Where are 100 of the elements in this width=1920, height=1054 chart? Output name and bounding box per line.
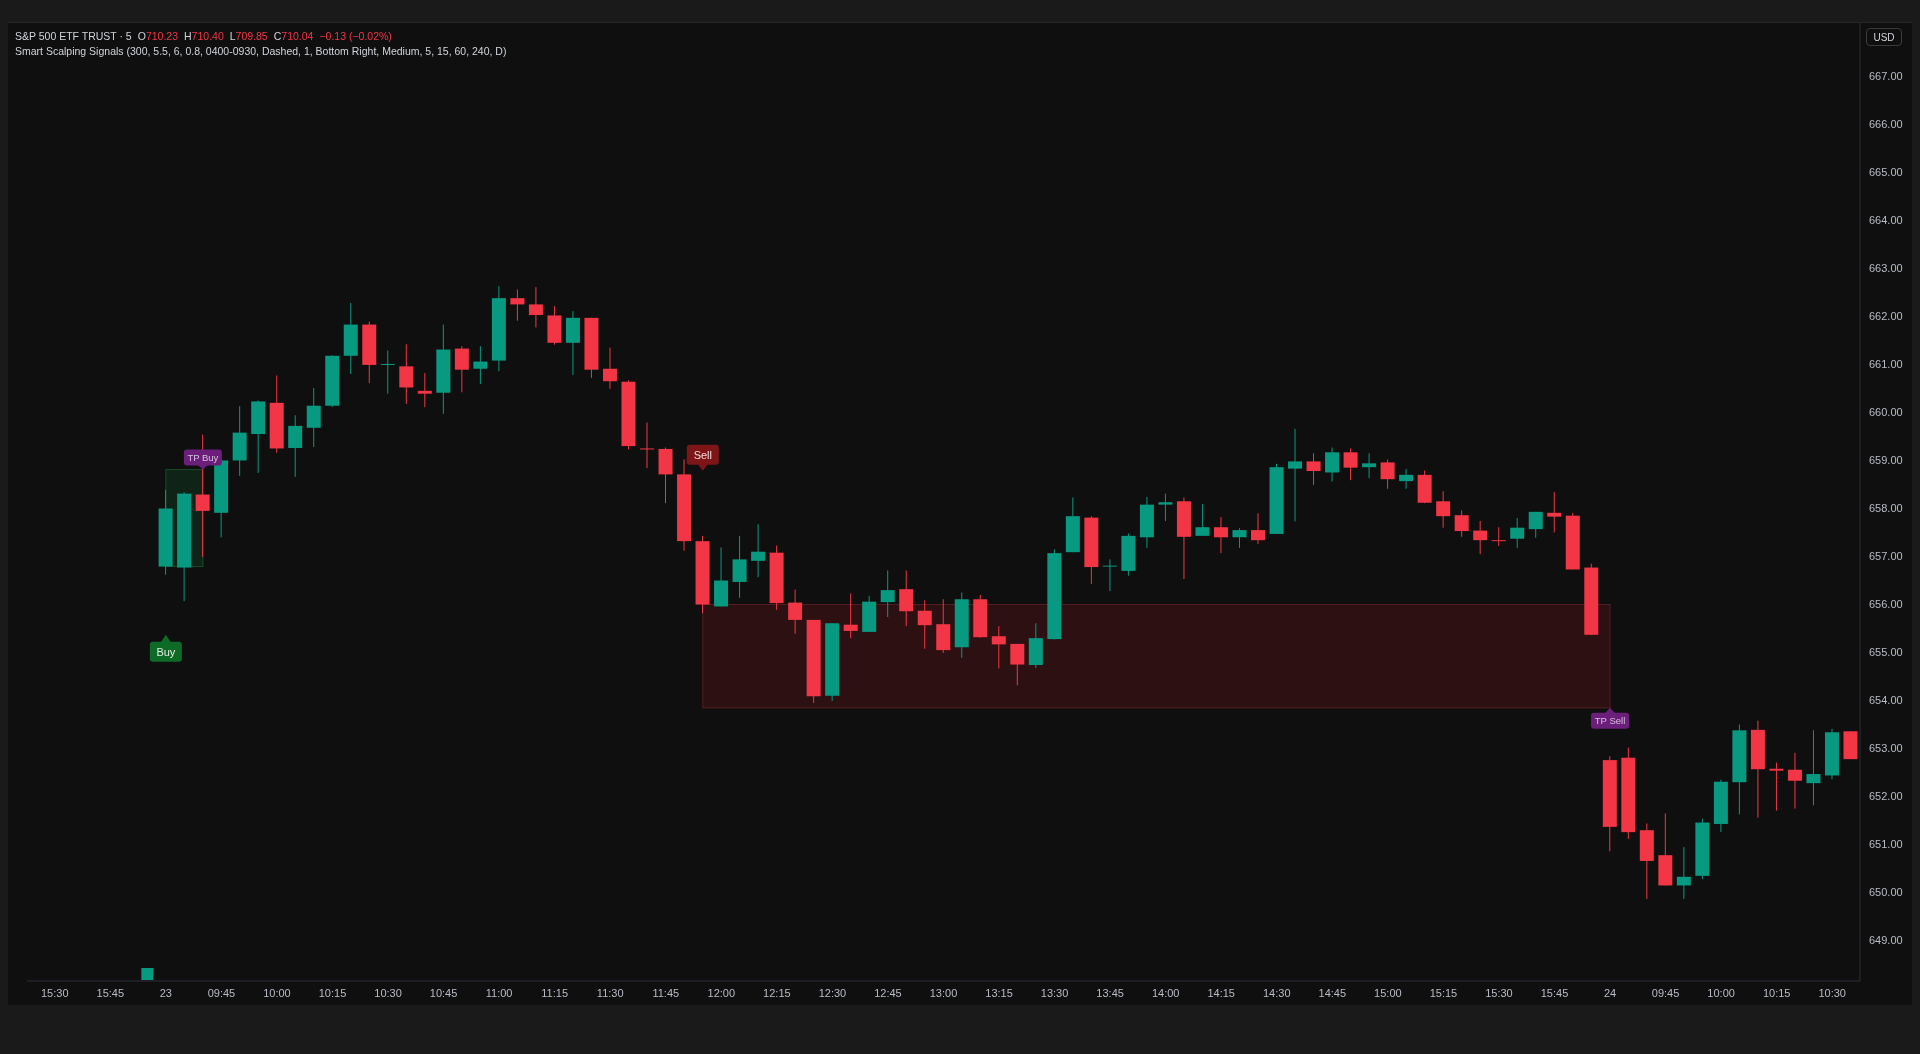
x-tick-label: 13:15 bbox=[985, 986, 1013, 999]
candlestick bbox=[1102, 558, 1117, 592]
candlestick bbox=[1676, 846, 1691, 900]
x-tick-label: 13:00 bbox=[929, 986, 958, 999]
x-tick-label: 11:30 bbox=[596, 986, 624, 999]
candlestick bbox=[1010, 643, 1025, 686]
candlestick bbox=[1806, 729, 1821, 806]
y-tick-label: 662.00 bbox=[1869, 309, 1903, 322]
x-tick-label: 14:15 bbox=[1207, 986, 1235, 999]
x-tick-label: 11:45 bbox=[652, 986, 680, 999]
candlestick bbox=[399, 343, 414, 405]
x-tick-label: 12:45 bbox=[874, 986, 902, 999]
text: Smart Scalping Signals (300, 5.5, 6, 0.8, 0400-0930, Dashed, 1, Bottom Right, Medium, 5, 15, 60, 240, D) bbox=[15, 44, 507, 59]
x-tick-label: 15:45 bbox=[96, 986, 125, 999]
y-tick-label: 649.00 bbox=[1869, 934, 1903, 947]
annotation: H710.40 bbox=[184, 30, 224, 42]
candlestick bbox=[1436, 490, 1451, 529]
x-tick-label: 13:30 bbox=[1040, 986, 1069, 999]
candlestick bbox=[880, 569, 895, 618]
candlestick bbox=[1232, 527, 1247, 549]
candlestick bbox=[1325, 447, 1340, 483]
candlestick bbox=[917, 599, 932, 650]
currency-button: USD bbox=[1866, 28, 1902, 46]
candlestick bbox=[1491, 526, 1506, 547]
candlestick bbox=[528, 286, 543, 328]
x-tick-label: 15:30 bbox=[41, 986, 69, 999]
candlestick bbox=[843, 592, 858, 639]
y-tick-label: 664.00 bbox=[1869, 213, 1903, 226]
x-tick-label: 10:30 bbox=[1818, 986, 1846, 999]
candlestick bbox=[380, 350, 395, 395]
candlestick bbox=[1510, 517, 1525, 549]
y-tick-label: 667.00 bbox=[1869, 69, 1903, 82]
candlestick bbox=[1158, 493, 1173, 522]
candlestick bbox=[1306, 452, 1321, 486]
x-tick-label: 15:00 bbox=[1374, 986, 1402, 999]
x-tick-label: 12:15 bbox=[763, 986, 791, 999]
candlestick bbox=[288, 414, 303, 478]
x-tick-label: 09:45 bbox=[1651, 986, 1680, 999]
y-tick-label: 650.00 bbox=[1869, 886, 1903, 899]
x-tick-label: 23 bbox=[159, 986, 172, 999]
x-tick-label: 14:45 bbox=[1318, 986, 1347, 999]
annotation: TP Sell bbox=[1594, 715, 1626, 727]
y-tick-label: 665.00 bbox=[1869, 165, 1903, 178]
annotation: Sell bbox=[693, 448, 712, 461]
annotation: TP Buy bbox=[187, 451, 219, 463]
candlestick bbox=[899, 569, 914, 627]
x-tick-label: 15:30 bbox=[1485, 986, 1513, 999]
y-tick-label: 659.00 bbox=[1869, 453, 1903, 466]
candlestick bbox=[991, 625, 1006, 669]
x-tick-label: 10:45 bbox=[429, 986, 458, 999]
y-tick-label: 654.00 bbox=[1869, 693, 1903, 706]
x-tick-label: 15:15 bbox=[1429, 986, 1458, 999]
y-tick-label: 655.00 bbox=[1869, 645, 1903, 658]
y-tick-label: 660.00 bbox=[1869, 405, 1903, 418]
candlestick bbox=[1399, 468, 1414, 490]
y-tick-label: 653.00 bbox=[1869, 742, 1903, 755]
candlestick bbox=[417, 372, 432, 408]
candlestick bbox=[732, 535, 747, 599]
x-tick-label: 24 bbox=[1603, 986, 1617, 999]
annotation: −0.13 (−0.02%) bbox=[319, 30, 392, 42]
candlestick bbox=[788, 589, 803, 635]
x-tick-label: 10:00 bbox=[1707, 986, 1735, 999]
x-tick-label: 10:15 bbox=[1762, 986, 1791, 999]
candlestick bbox=[602, 347, 617, 390]
x-tick-label: 14:30 bbox=[1263, 986, 1291, 999]
x-tick-label: 09:45 bbox=[207, 986, 236, 999]
candlestick bbox=[640, 422, 654, 469]
candlestick bbox=[510, 289, 525, 322]
candlestick bbox=[1787, 752, 1802, 810]
annotation: Buy bbox=[156, 645, 176, 658]
x-tick-label: 10:15 bbox=[318, 986, 347, 999]
candlestick bbox=[751, 523, 766, 578]
annotation: O710.23 bbox=[137, 30, 179, 42]
candlestick bbox=[1343, 447, 1358, 481]
y-tick-label: 651.00 bbox=[1869, 838, 1903, 851]
candlestick bbox=[1251, 512, 1265, 545]
candlestick bbox=[1473, 520, 1488, 555]
y-tick-label: 663.00 bbox=[1869, 261, 1903, 274]
text: S&P 500 ETF TRUST · 5 bbox=[15, 30, 132, 42]
candlestick bbox=[1362, 452, 1377, 479]
x-tick-label: 13:45 bbox=[1096, 986, 1124, 999]
candlestick bbox=[1547, 491, 1562, 533]
y-tick-label: 656.00 bbox=[1869, 597, 1903, 610]
y-tick-label: 657.00 bbox=[1869, 549, 1903, 562]
candlestick bbox=[473, 345, 488, 385]
candlestick bbox=[306, 387, 321, 448]
candlestick bbox=[1213, 516, 1228, 554]
x-tick-label: 10:00 bbox=[263, 986, 291, 999]
candlestick bbox=[1769, 762, 1784, 812]
x-tick-label: 12:30 bbox=[818, 986, 847, 999]
x-tick-label: 11:00 bbox=[485, 986, 513, 999]
candlestick bbox=[1528, 511, 1543, 539]
annotation: L709.85 bbox=[229, 30, 268, 42]
candlestick bbox=[1288, 428, 1303, 522]
x-tick-label: 15:45 bbox=[1540, 986, 1569, 999]
y-tick-label: 666.00 bbox=[1869, 117, 1903, 130]
y-tick-label: 661.00 bbox=[1869, 357, 1903, 370]
candlestick bbox=[1195, 503, 1210, 537]
y-tick-label: 658.00 bbox=[1869, 501, 1903, 514]
x-tick-label: 11:15 bbox=[541, 986, 569, 999]
